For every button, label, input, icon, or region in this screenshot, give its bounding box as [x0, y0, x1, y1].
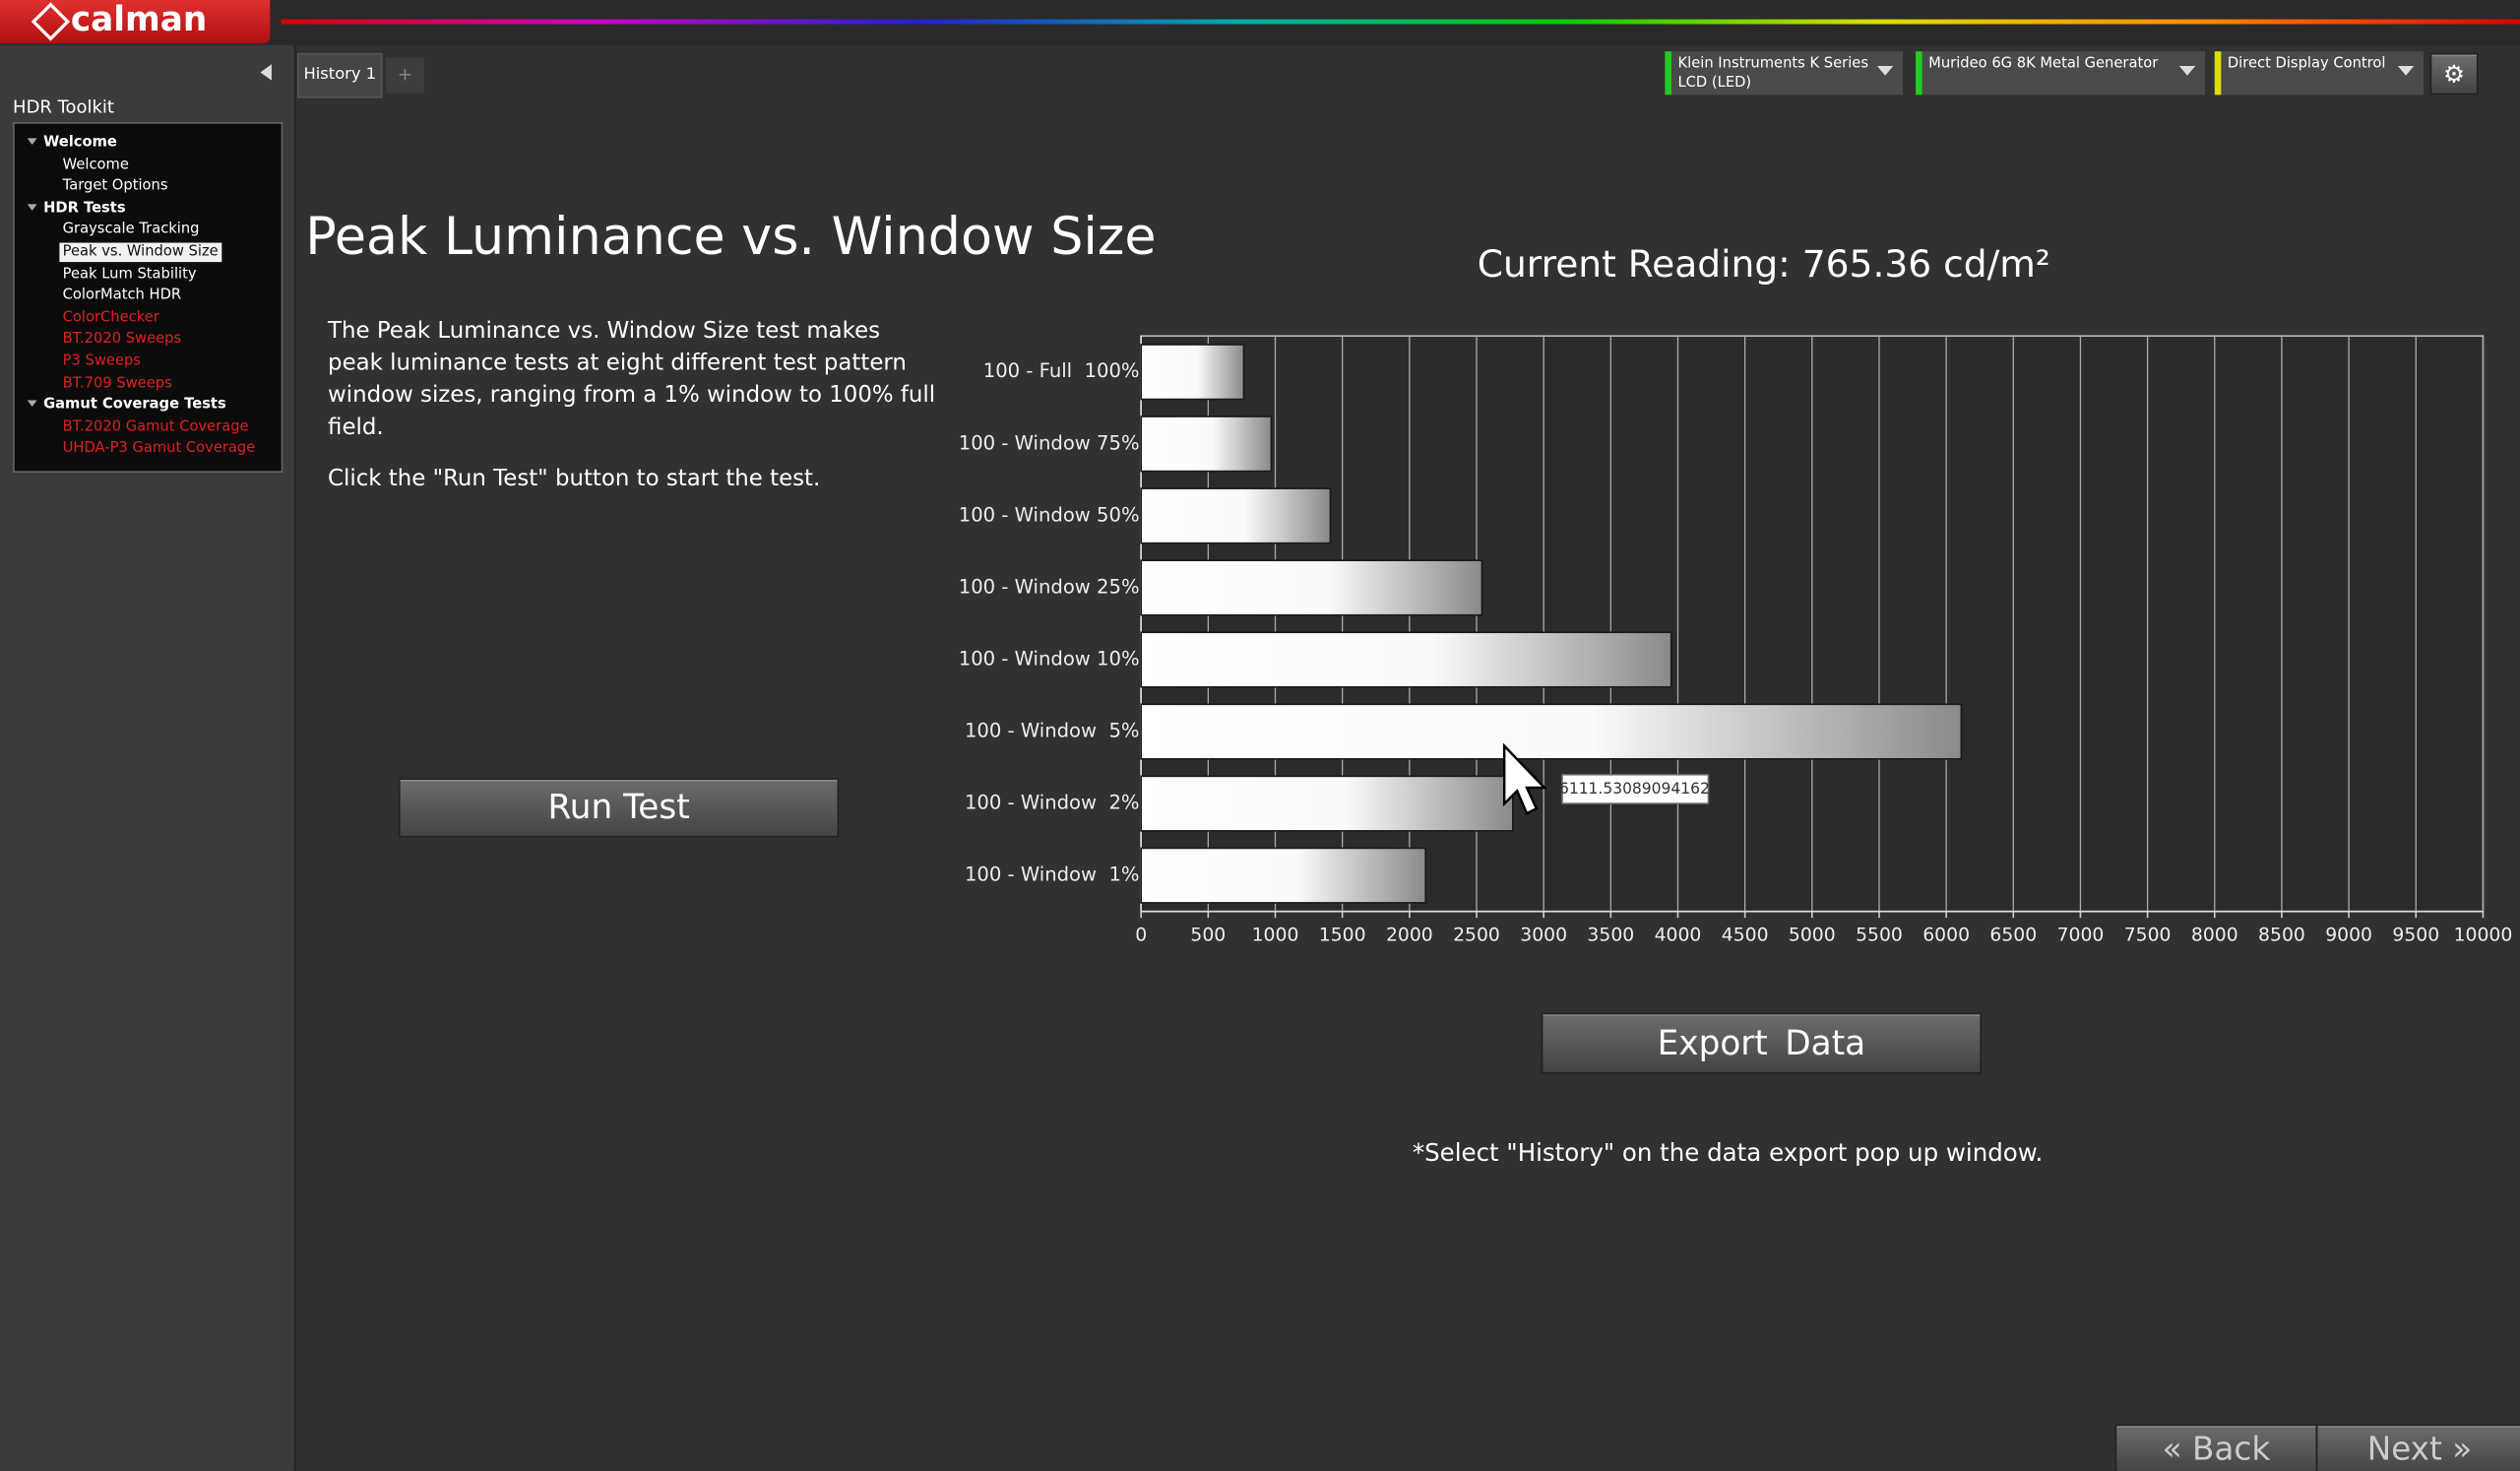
- y-tick-label: 100 - Window 1%: [965, 863, 1140, 886]
- device-selector[interactable]: Murideo 6G 8K Metal Generator: [1916, 51, 2205, 96]
- tree-group: Welcome: [43, 135, 117, 152]
- add-tab[interactable]: +: [385, 57, 425, 94]
- dropdown-arrow: [2178, 65, 2196, 76]
- y-tick-label: 100 - Window 50%: [959, 503, 1140, 526]
- x-tick-label: 500: [1190, 926, 1226, 946]
- tree-item[interactable]: P3 Sweeps: [62, 353, 141, 370]
- tree: Welcome Welcome Target Options HDR Tests Gra…: [13, 122, 284, 473]
- tree-item[interactable]: Peak vs. Window Size: [59, 242, 221, 263]
- chart: 0 500 1000 1500 2000 2500 3000 3500 4000 4500 5000…: [959, 335, 2513, 946]
- dropdown-arrow: [1876, 65, 1894, 76]
- rainbow-line: [281, 19, 2520, 25]
- x-tick-label: 2000: [1386, 926, 1433, 946]
- tree-item[interactable]: Target Options: [62, 178, 168, 195]
- x-tick-label: 10000: [2454, 926, 2513, 946]
- tree-group: HDR Tests: [43, 200, 126, 218]
- settings-button[interactable]: ⚙: [2429, 52, 2479, 96]
- bar: [1140, 631, 1672, 688]
- x-tick-label: 9500: [2392, 926, 2439, 946]
- x-tick-label: 5500: [1856, 926, 1903, 946]
- tree-item[interactable]: UHDA-P3 Gamut Coverage: [62, 440, 256, 458]
- x-tick-label: 8000: [2191, 926, 2238, 946]
- x-tick-label: 4500: [1722, 926, 1769, 946]
- y-tick-label: 100 - Window 75%: [959, 431, 1140, 454]
- y-tick-label: 100 - Window 25%: [959, 575, 1140, 598]
- next-icon: »: [2441, 1429, 2473, 1468]
- tree-toggle: [27, 400, 37, 408]
- device-label: Klein Instruments K Series: [1677, 56, 1868, 73]
- x-tick-label: 5000: [1789, 926, 1836, 946]
- x-tick-label: 7500: [2124, 926, 2172, 946]
- tree-item[interactable]: ColorMatch HDR: [62, 288, 182, 304]
- tree-item[interactable]: Welcome: [62, 157, 129, 173]
- sidebar-collapse[interactable]: [260, 64, 272, 81]
- export-button[interactable]: Export Data: [1541, 1012, 1983, 1074]
- x-tick-label: 8500: [2258, 926, 2305, 946]
- x-tick-label: 2500: [1453, 926, 1500, 946]
- run-test-button[interactable]: Run Test: [398, 778, 840, 838]
- sidebar-title: HDR Toolkit: [13, 96, 114, 118]
- tooltip: 6111.53089094162: [1559, 780, 1710, 798]
- bar: [1140, 703, 1963, 760]
- x-tick-label: 1000: [1252, 926, 1299, 946]
- tree-item[interactable]: BT.2020 Sweeps: [62, 331, 182, 349]
- x-tick-label: 0: [1135, 926, 1147, 946]
- tree-item[interactable]: BT.709 Sweeps: [62, 375, 172, 392]
- x-tick-label: 1500: [1319, 926, 1366, 946]
- dropdown-arrow: [2397, 65, 2415, 76]
- cursor: [1502, 742, 1547, 815]
- tree-toggle: [27, 204, 37, 211]
- tree-toggle: [27, 138, 37, 145]
- y-tick-label: 100 - Full 100%: [983, 359, 1140, 382]
- description-text: Click the "Run Test" button to start the…: [328, 466, 821, 492]
- x-tick-label: 3500: [1587, 926, 1634, 946]
- description: The Peak Luminance vs. Window Size test …: [328, 315, 938, 495]
- y-tick-label: 100 - Window 10%: [959, 647, 1140, 670]
- description-text: The Peak Luminance vs. Window Size test …: [328, 318, 936, 441]
- next-button[interactable]: Next »: [2315, 1424, 2520, 1471]
- x-tick-label: 6500: [1989, 926, 2037, 946]
- y-tick-label: 100 - Window 5%: [965, 720, 1140, 742]
- bar: [1140, 416, 1273, 473]
- x-tick-label: 9000: [2325, 926, 2372, 946]
- bar: [1140, 847, 1427, 904]
- bar: [1140, 775, 1514, 832]
- tab[interactable]: History 1: [297, 52, 383, 98]
- bar: [1140, 344, 1245, 401]
- device-selector[interactable]: Direct Display Control: [2214, 51, 2425, 96]
- device-label: LCD (LED): [1677, 75, 1752, 93]
- tree-group: Gamut Coverage Tests: [43, 397, 226, 414]
- page-title: Peak Luminance vs. Window Size: [305, 205, 1157, 268]
- x-tick-label: 7000: [2057, 926, 2105, 946]
- footnote: *Select "History" on the data export pop…: [1412, 1137, 2044, 1168]
- device-label: Direct Display Control: [2227, 56, 2386, 73]
- logo[interactable]: calman: [0, 0, 271, 44]
- y-tick-label: 100 - Window 2%: [965, 792, 1140, 814]
- tooltip-box: [1561, 773, 1710, 804]
- x-tick-label: 3000: [1520, 926, 1567, 946]
- tree-item[interactable]: BT.2020 Gamut Coverage: [62, 418, 249, 436]
- back-button[interactable]: « Back: [2114, 1424, 2318, 1471]
- bar: [1140, 487, 1332, 544]
- tree-item[interactable]: Peak Lum Stability: [62, 266, 197, 283]
- tree-item[interactable]: Grayscale Tracking: [62, 222, 200, 239]
- back-icon: «: [2162, 1429, 2192, 1468]
- current-reading: Current Reading: 765.36 cd/m²: [1477, 244, 2050, 287]
- bar: [1140, 559, 1483, 616]
- x-tick-label: 6000: [1922, 926, 1970, 946]
- back-label: Back: [2191, 1429, 2271, 1468]
- device-label: Murideo 6G 8K Metal Generator: [1928, 56, 2159, 73]
- next-label: Next: [2366, 1429, 2442, 1468]
- tree-item[interactable]: ColorChecker: [62, 309, 159, 327]
- x-tick-label: 4000: [1655, 926, 1702, 946]
- device-selector[interactable]: Klein Instruments K Series LCD (LED): [1665, 51, 1904, 96]
